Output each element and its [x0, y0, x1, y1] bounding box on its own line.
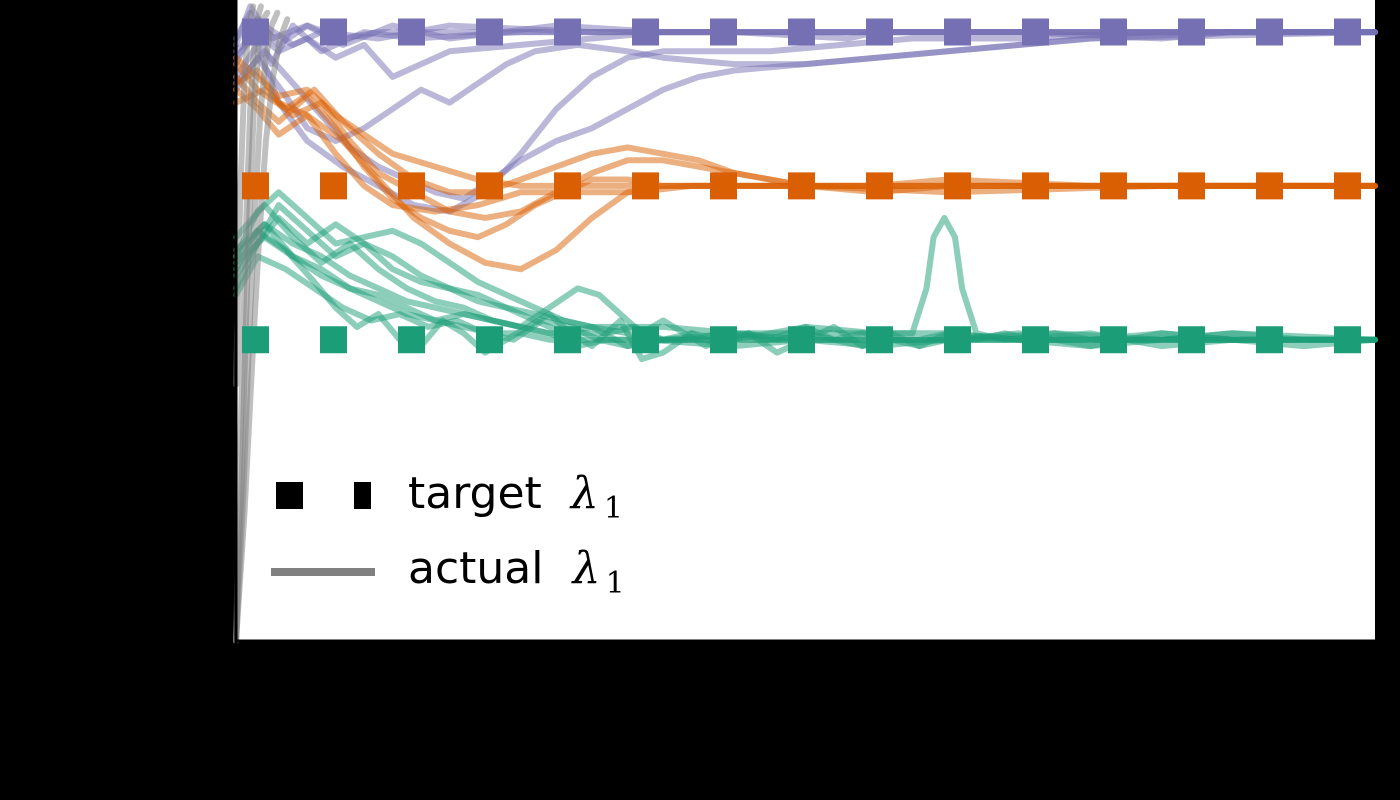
legend-target-swatch-left: [276, 482, 303, 509]
legend-target-entry: target λ 1: [408, 468, 623, 526]
legend: target λ 1 actual λ 1: [271, 468, 625, 601]
legend-target-label: target: [408, 468, 542, 519]
legend-actual-symbol: λ: [571, 543, 601, 594]
actual-series-line-21: [233, 214, 1378, 350]
legend-target-swatch-right: [354, 482, 371, 509]
legend-actual-label: actual: [408, 543, 543, 594]
legend-actual-entry: actual λ 1: [408, 543, 625, 601]
legend-target-subscript: 1: [604, 491, 623, 526]
legend-target-symbol: λ: [569, 468, 599, 519]
legend-actual-subscript: 1: [606, 566, 625, 601]
target-layer: [242, 18, 1375, 354]
axis-layer: [234, 0, 1377, 649]
actual-series-line-14: [233, 67, 1378, 215]
